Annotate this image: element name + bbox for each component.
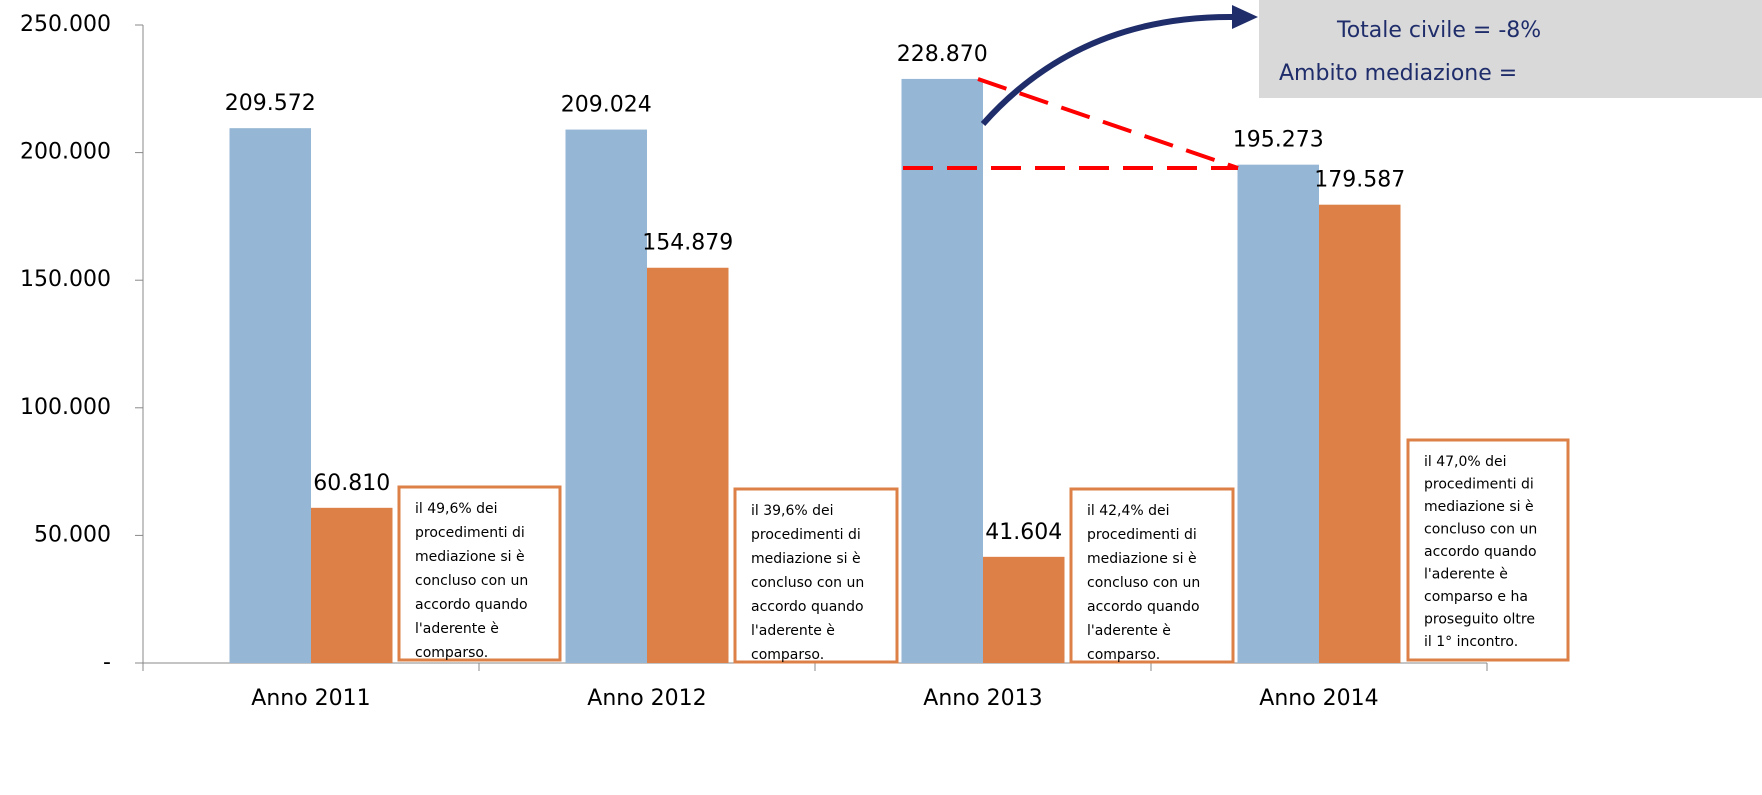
y-tick-label: 250.000 [20, 12, 111, 37]
annotation-line: mediazione si è [415, 549, 525, 565]
annotation-line: proseguito oltre [1424, 612, 1535, 628]
value-label: 195.273 [1233, 128, 1324, 153]
y-tick-label: 50.000 [34, 522, 111, 547]
trend-line [977, 77, 1239, 170]
annotation-line: l'aderente è [1087, 623, 1171, 639]
annotation-line: l'aderente è [1424, 567, 1508, 583]
annotation-line: comparso. [415, 645, 488, 661]
value-label: 209.572 [225, 91, 316, 116]
value-label: 41.604 [985, 520, 1062, 545]
value-label: 154.879 [642, 231, 733, 256]
annotation-line: il 47,0% dei [1424, 454, 1507, 470]
bar [983, 556, 1065, 663]
annotation-box [733, 487, 899, 664]
annotation-line: mediazione si è [751, 551, 861, 567]
annotation-line: mediazione si è [1087, 551, 1197, 567]
annotation-line: procedimenti di [1424, 477, 1534, 493]
y-tick-label: - [103, 650, 111, 675]
annotation-line: concluso con un [415, 573, 528, 589]
annotation-line: comparso e ha [1424, 589, 1528, 605]
callout-line: Ambito mediazione = [1279, 61, 1517, 86]
value-label: 209.024 [561, 93, 652, 118]
y-tick-label: 100.000 [20, 395, 111, 420]
annotation-line: procedimenti di [415, 525, 525, 541]
annotation-line: accordo quando [1424, 544, 1537, 560]
annotation-line: il 39,6% dei [751, 503, 834, 519]
annotation-box [397, 485, 562, 662]
annotation-line: il 49,6% dei [415, 501, 498, 517]
bar [1237, 164, 1319, 663]
annotation-line: il 1° incontro. [1424, 634, 1518, 650]
value-label: 60.810 [313, 471, 390, 496]
callout-box [1259, 0, 1762, 98]
bar [901, 78, 983, 663]
bar [1319, 204, 1401, 663]
annotation-line: comparso. [1087, 647, 1160, 663]
x-tick-label: Anno 2014 [1259, 686, 1378, 711]
annotation-line: accordo quando [415, 597, 528, 613]
arrow [980, 13, 1236, 126]
arrow-head [1232, 5, 1258, 29]
plot: - 50.000 100.000 150.000 200.000 250.000 Anno … [20, 12, 1570, 711]
annotation-line: concluso con un [1087, 575, 1200, 591]
bar [565, 129, 647, 664]
annotation-line: mediazione si è [1424, 499, 1534, 515]
annotation-line: l'aderente è [415, 621, 499, 637]
annotation-box [1069, 487, 1235, 664]
annotation-box [1406, 438, 1570, 662]
x-tick-label: Anno 2012 [587, 686, 706, 711]
annotation-line: l'aderente è [751, 623, 835, 639]
value-label: 179.587 [1314, 168, 1405, 193]
x-tick-label: Anno 2013 [923, 686, 1042, 711]
annotation-line: comparso. [751, 647, 824, 663]
annotation-line: procedimenti di [1087, 527, 1197, 543]
annotation-line: accordo quando [1087, 599, 1200, 615]
y-tick-label: 150.000 [20, 267, 111, 292]
annotation-line: concluso con un [751, 575, 864, 591]
annotation-line: concluso con un [1424, 522, 1537, 538]
y-tick-label: 200.000 [20, 140, 111, 165]
x-tick-label: Anno 2011 [251, 686, 370, 711]
bar [647, 267, 729, 663]
annotation-line: il 42,4% dei [1087, 503, 1170, 519]
bar [311, 507, 393, 663]
annotation-line: procedimenti di [751, 527, 861, 543]
callout-line: Totale civile = -8% [1336, 18, 1541, 43]
bar [229, 128, 311, 664]
annotation-line: accordo quando [751, 599, 864, 615]
value-label: 228.870 [897, 42, 988, 67]
